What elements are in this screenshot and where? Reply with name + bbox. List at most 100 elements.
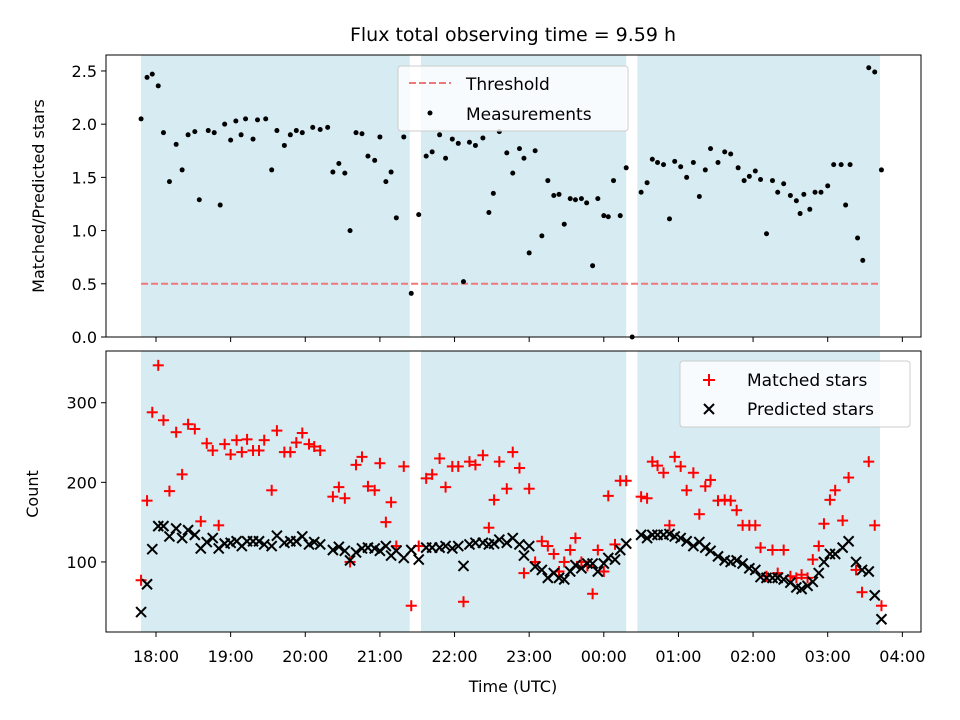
- matched-star-point: [796, 569, 808, 581]
- predicted-star-point: [157, 520, 170, 532]
- measurement-point: [866, 65, 872, 71]
- matched-star-point: [681, 484, 693, 496]
- matched-star-point: [837, 515, 849, 527]
- measurement-point: [330, 169, 336, 175]
- measurement-point: [545, 178, 551, 184]
- measurement-point: [655, 159, 661, 165]
- x-tick-label: 22:00: [431, 647, 477, 666]
- matched-star-point: [518, 567, 530, 579]
- x-tick-label: 21:00: [357, 647, 403, 666]
- predicted-star-point: [176, 532, 188, 544]
- measurement-point: [831, 162, 837, 168]
- measurement-point: [243, 116, 249, 122]
- measurement-point: [758, 177, 764, 183]
- matched-star-point: [405, 600, 417, 612]
- legend: Threshold Measurements: [397, 65, 629, 132]
- x-tick-label: 02:00: [730, 647, 776, 666]
- measurement-point: [429, 149, 435, 155]
- legend-label: Predicted stars: [747, 400, 874, 420]
- measurement-point: [728, 151, 734, 157]
- matched-star-point: [440, 481, 452, 493]
- matched-star-point: [824, 494, 836, 506]
- predicted-star-point: [170, 522, 182, 535]
- measurement-point: [359, 131, 365, 137]
- predicted-star-point: [380, 540, 392, 552]
- matched-star-point: [635, 491, 647, 503]
- measurement-point: [138, 116, 144, 122]
- predicted-star-point: [736, 557, 749, 570]
- matched-star-point: [170, 426, 182, 438]
- measurement-point: [860, 257, 866, 263]
- matched-star-point: [699, 480, 711, 492]
- matched-star-point: [350, 459, 362, 471]
- matched-star-point: [236, 446, 248, 458]
- predicted-star-point: [766, 572, 779, 584]
- predicted-star-point: [558, 573, 570, 586]
- predicted-star-point: [620, 537, 632, 550]
- legend-measurement-marker: [427, 110, 433, 116]
- predicted-star-point: [439, 540, 452, 552]
- x-tick-label: 04:00: [879, 647, 925, 666]
- measurement-point: [222, 121, 228, 127]
- predicted-star-point: [795, 583, 808, 595]
- predicted-star-point: [749, 564, 762, 576]
- matched-star-point: [457, 596, 469, 608]
- predicted-star-point: [586, 557, 599, 570]
- predicted-star-point: [712, 550, 724, 563]
- matched-star-point: [850, 564, 862, 576]
- matched-star-point: [385, 496, 397, 508]
- y-axis-label: Count: [23, 470, 42, 518]
- matched-star-point: [687, 467, 699, 479]
- measurement-point: [393, 215, 399, 221]
- matched-star-point: [339, 492, 351, 504]
- matched-star-point: [420, 472, 432, 484]
- predicted-star-point: [730, 554, 743, 567]
- legend-label: Measurements: [466, 105, 592, 125]
- matched-star-point: [207, 445, 219, 457]
- measurement-point: [722, 149, 728, 155]
- measurement-point: [752, 168, 758, 174]
- measurement-point: [818, 189, 824, 195]
- matched-star-point: [523, 483, 535, 495]
- measurement-point: [793, 198, 799, 204]
- matched-star-point: [152, 359, 164, 371]
- measurement-point: [572, 197, 578, 203]
- matched-star-point: [290, 437, 302, 449]
- matched-star-point: [483, 522, 495, 534]
- predicted-star-point: [875, 613, 888, 625]
- y-tick-label: 1.0: [72, 222, 97, 241]
- measurement-point: [166, 179, 172, 185]
- measurement-point: [708, 146, 714, 152]
- matched-star-point: [569, 532, 581, 544]
- measurement-point: [173, 141, 179, 147]
- predicted-star-point: [339, 545, 351, 557]
- observing-interval: [141, 351, 410, 632]
- measurement-point: [480, 135, 486, 141]
- x-tick-label: 23:00: [506, 647, 552, 666]
- measurement-point: [353, 130, 359, 136]
- predicted-star-point: [818, 556, 830, 568]
- measurement-point: [211, 130, 217, 136]
- predicted-star-point: [536, 564, 548, 576]
- predicted-star-point: [529, 561, 541, 573]
- matched-star-point: [602, 490, 614, 502]
- ratio-panel: 0.0 0.5 1.0 1.5 2.0 2.5 Flux total observing …: [29, 24, 922, 347]
- measurement-point: [702, 167, 708, 173]
- predicted-star-point: [523, 540, 535, 552]
- measurement-point: [155, 83, 161, 89]
- predicted-star-point: [141, 578, 153, 590]
- measurement-point: [336, 161, 342, 167]
- measurement-point: [205, 128, 211, 134]
- predicted-star-point: [609, 553, 621, 566]
- y-tick-label: 200: [66, 473, 97, 492]
- measurement-point: [838, 162, 844, 168]
- matched-star-point: [778, 544, 790, 556]
- measurement-point: [735, 165, 741, 171]
- predicted-star-point: [152, 520, 164, 532]
- measurement-point: [696, 194, 702, 200]
- matched-star-point: [749, 519, 761, 531]
- measurement-point: [617, 213, 623, 219]
- measurement-point: [764, 231, 770, 237]
- predicted-star-point: [869, 589, 881, 602]
- x-tick-label: 00:00: [581, 647, 627, 666]
